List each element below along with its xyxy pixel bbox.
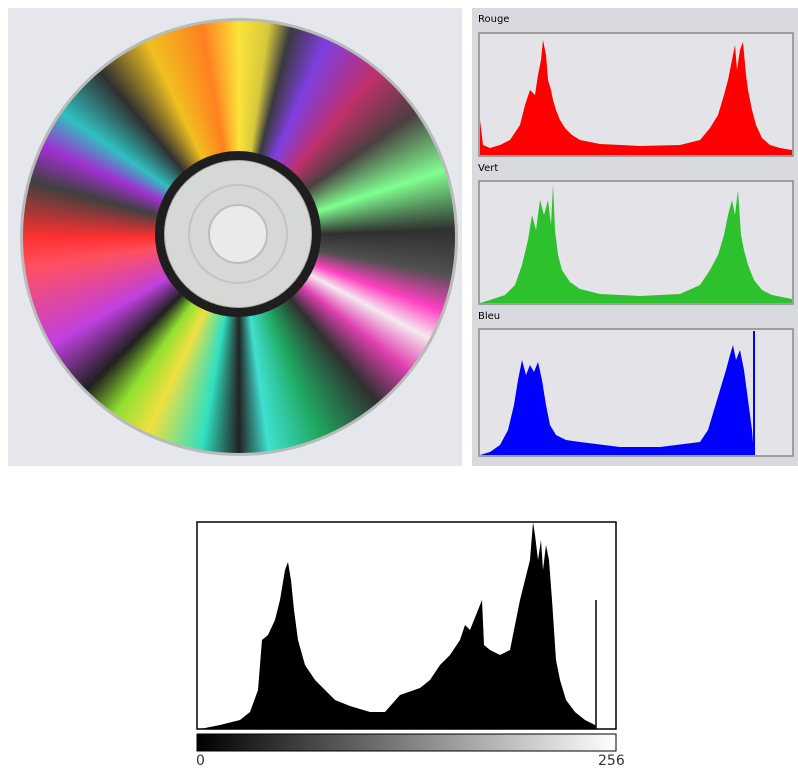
page: Rouge Vert Bleu 0 256 (() => { const dat…: [0, 0, 798, 773]
gray-ramp: [197, 734, 616, 751]
axis-max-label: 256: [598, 753, 625, 769]
histogram-graphics: [0, 0, 798, 773]
axis-min-label: 0: [196, 753, 205, 769]
